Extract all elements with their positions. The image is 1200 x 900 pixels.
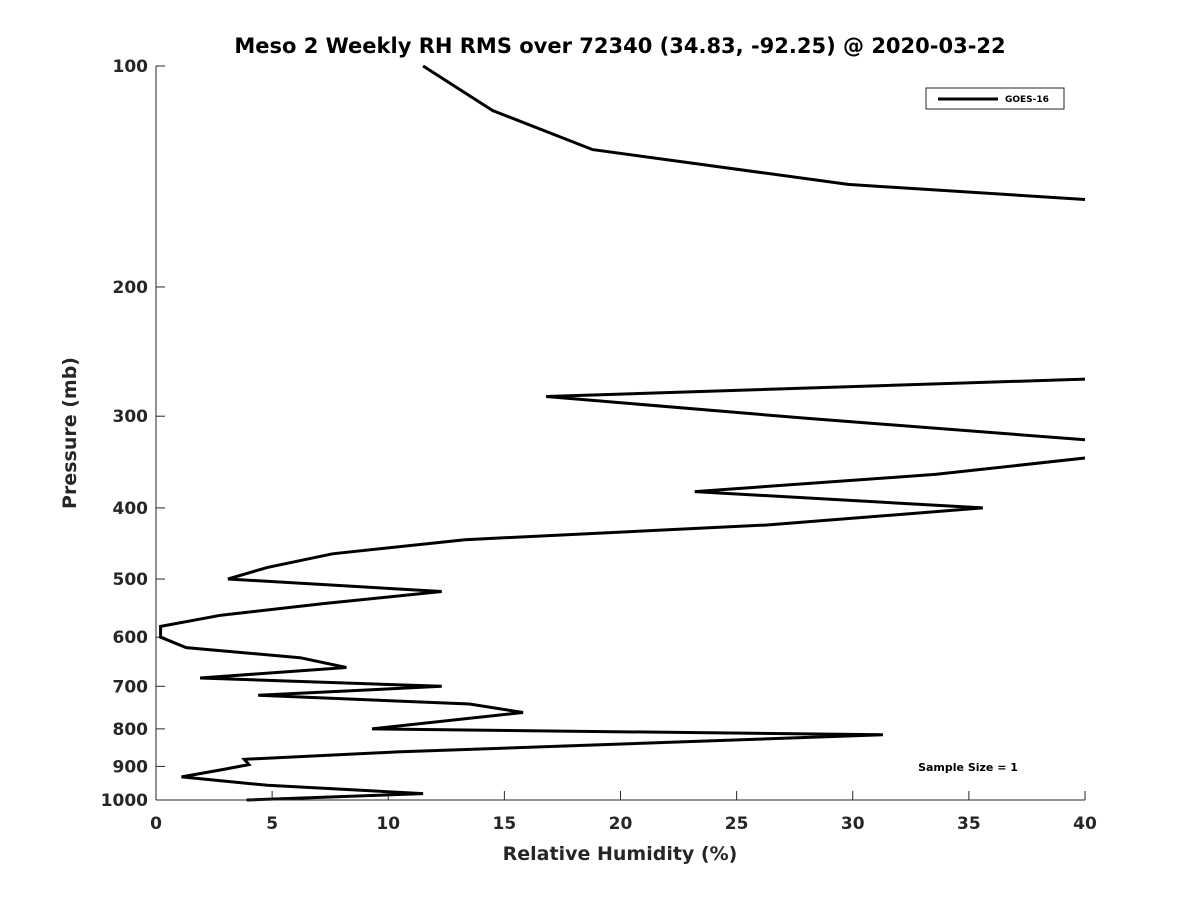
legend: GOES-16 xyxy=(925,87,1065,110)
x-axis: 0 5 10 15 20 25 30 35 40 xyxy=(150,791,1097,834)
y-axis-label: Pressure (mb) xyxy=(59,357,81,509)
x-tick-label: 0 xyxy=(150,814,162,834)
y-tick-label: 400 xyxy=(113,499,149,519)
series-line-goes-16 xyxy=(159,64,1086,802)
y-tick-label: 500 xyxy=(113,570,149,590)
x-tick-label: 30 xyxy=(841,814,865,834)
x-axis-label: Relative Humidity (%) xyxy=(503,843,738,865)
y-tick-label: 900 xyxy=(113,757,149,777)
y-tick-label: 700 xyxy=(113,677,149,697)
y-tick-label: 100 xyxy=(113,57,149,77)
sample-size-annotation: Sample Size = 1 xyxy=(918,761,1018,774)
y-tick-label: 800 xyxy=(113,720,149,740)
y-tick-label: 1000 xyxy=(101,791,148,811)
chart-title: Meso 2 Weekly RH RMS over 72340 (34.83, … xyxy=(234,34,1005,58)
x-tick-label: 20 xyxy=(609,814,633,834)
y-axis: 100 200 300 400 500 600 700 800 900 1000 xyxy=(101,57,165,811)
legend-label: GOES-16 xyxy=(1005,95,1049,105)
x-tick-label: 10 xyxy=(376,814,400,834)
y-tick-label: 600 xyxy=(113,628,149,648)
x-tick-label: 35 xyxy=(957,814,981,834)
x-tick-label: 40 xyxy=(1073,814,1097,834)
x-tick-label: 5 xyxy=(266,814,278,834)
y-tick-label: 200 xyxy=(113,278,149,298)
x-tick-label: 25 xyxy=(725,814,749,834)
x-tick-label: 15 xyxy=(493,814,517,834)
y-tick-label: 300 xyxy=(113,407,149,427)
